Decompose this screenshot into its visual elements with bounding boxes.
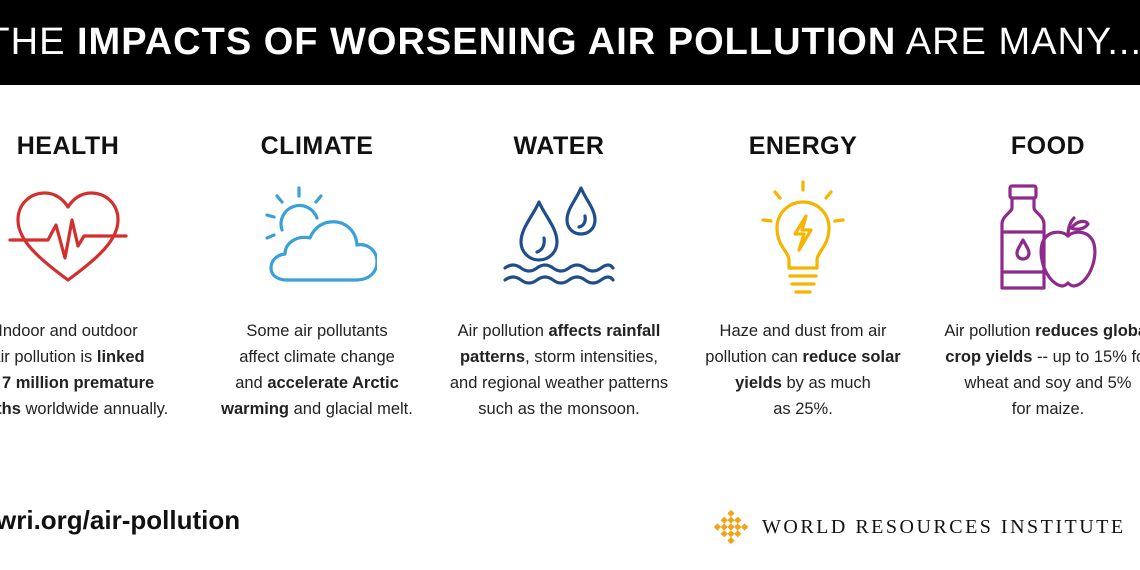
page-title: THE IMPACTS OF WORSENING AIR POLLUTION A… <box>0 21 1140 64</box>
category-climate: CLIMATE Some air pollutants affect clima… <box>197 0 437 440</box>
category-health: HEALTH Indoor and outdoor air pollution … <box>0 0 188 440</box>
desc-text: Haze and dust from air <box>719 322 887 340</box>
category-energy: ENERGY Haze and dust from air pollution … <box>683 0 923 440</box>
category-water: WATER Air pollution affects rainfall pat… <box>439 0 679 440</box>
desc-text-bold: patterns <box>459 348 526 366</box>
desc-text-bold: warming <box>221 400 290 418</box>
org-name: WORLD RESOURCES INSTITUTE <box>762 515 1126 538</box>
category-label: CLIMATE <box>260 132 374 160</box>
desc-text: Air pollution <box>457 322 549 340</box>
category-description: Haze and dust from air pollution can red… <box>683 318 923 422</box>
desc-text-bold: deaths <box>0 400 21 418</box>
category-description: Air pollution reduces global crop yields… <box>928 318 1140 422</box>
desc-text: for maize. <box>1011 400 1085 418</box>
desc-line: crop yields -- up to 15% for <box>928 344 1140 370</box>
source-url[interactable]: wri.org/air-pollution <box>0 505 241 535</box>
desc-text: and glacial melt. <box>289 400 413 418</box>
desc-line: for maize. <box>928 396 1140 422</box>
title-bold: IMPACTS OF WORSENING AIR POLLUTION <box>76 21 897 63</box>
desc-text: worldwide annually. <box>20 400 169 418</box>
heart-pulse-icon <box>8 191 128 282</box>
desc-text: Indoor and outdoor <box>0 322 138 340</box>
wri-logo-icon <box>714 510 748 544</box>
desc-line: affect climate change <box>197 344 437 370</box>
desc-line: Some air pollutants <box>197 318 437 344</box>
desc-line: Haze and dust from air <box>683 318 923 344</box>
desc-text: and regional weather patterns <box>449 374 669 392</box>
category-label: WATER <box>513 132 605 160</box>
category-label: FOOD <box>1010 132 1086 160</box>
category-description: Indoor and outdoor air pollution is link… <box>0 318 188 422</box>
desc-text-bold: linked <box>96 348 145 366</box>
desc-text: air pollution is <box>0 348 97 366</box>
desc-line: as 25%. <box>683 396 923 422</box>
sun-cloud-icon <box>265 186 377 282</box>
desc-line: Indoor and outdoor <box>0 318 188 344</box>
desc-text-bold: affects rainfall <box>548 322 661 340</box>
desc-text: , storm intensities, <box>525 348 659 366</box>
desc-line: warming and glacial melt. <box>197 396 437 422</box>
desc-text: by as much <box>781 374 871 392</box>
desc-text: affect climate change <box>239 348 395 366</box>
category-description: Air pollution affects rainfall patterns,… <box>439 318 679 422</box>
category-food: FOOD Air pollution reduces global crop y… <box>928 0 1140 440</box>
water-drops-icon <box>503 186 615 285</box>
desc-line: patterns, storm intensities, <box>439 344 679 370</box>
desc-text: and <box>235 374 268 392</box>
desc-text: -- up to 15% for <box>1032 348 1140 366</box>
title-lead: THE <box>0 21 66 63</box>
desc-text: such as the monsoon. <box>478 400 640 418</box>
desc-line: air pollution is linked <box>0 344 188 370</box>
desc-line: yields by as much <box>683 370 923 396</box>
desc-line: and accelerate Arctic <box>197 370 437 396</box>
desc-text-bold: to 7 million premature <box>0 374 155 392</box>
desc-text-bold: reduce solar <box>802 348 901 366</box>
desc-text-bold: crop yields <box>945 348 1033 366</box>
title-banner: THE IMPACTS OF WORSENING AIR POLLUTION A… <box>0 0 1140 85</box>
desc-text: as 25%. <box>773 400 833 418</box>
category-label: ENERGY <box>748 132 858 160</box>
desc-line: wheat and soy and 5% <box>928 370 1140 396</box>
desc-text: Air pollution <box>944 322 1036 340</box>
category-description: Some air pollutants affect climate chang… <box>197 318 437 422</box>
desc-line: deaths worldwide annually. <box>0 396 188 422</box>
desc-line: Air pollution affects rainfall <box>439 318 679 344</box>
desc-text-bold: yields <box>735 374 782 392</box>
title-tail: ARE MANY.... <box>896 21 1140 63</box>
desc-text-bold: accelerate Arctic <box>267 374 399 392</box>
desc-text-bold: reduces global <box>1035 322 1140 340</box>
desc-text: wheat and soy and 5% <box>964 374 1132 392</box>
desc-text: Some air pollutants <box>246 322 388 340</box>
desc-line: and regional weather patterns <box>439 370 679 396</box>
desc-text: pollution can <box>705 348 803 366</box>
wri-brand: WORLD RESOURCES INSTITUTE <box>714 510 1126 544</box>
desc-line: pollution can reduce solar <box>683 344 923 370</box>
desc-line: Air pollution reduces global <box>928 318 1140 344</box>
desc-line: to 7 million premature <box>0 370 188 396</box>
bottle-apple-icon <box>1000 184 1097 290</box>
desc-line: such as the monsoon. <box>439 396 679 422</box>
category-label: HEALTH <box>16 132 120 160</box>
lightbulb-bolt-icon <box>761 180 845 294</box>
